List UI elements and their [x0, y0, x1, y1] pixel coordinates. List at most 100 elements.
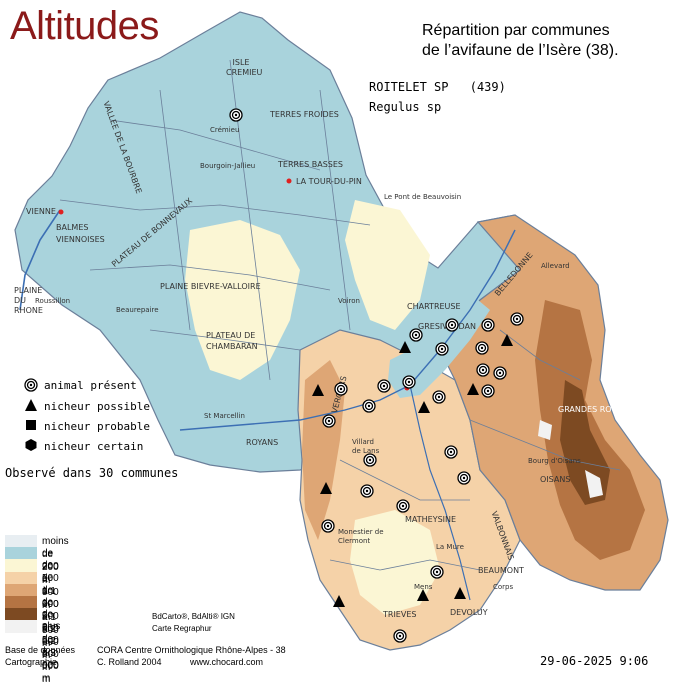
- present-marker-icon: [321, 519, 335, 533]
- map-summits: [560, 380, 610, 505]
- label-royans: ROYANS: [246, 438, 279, 447]
- label-chartreuse: CHARTREUSE: [407, 302, 461, 311]
- altitude-swatch: [5, 547, 37, 561]
- label-plaine-rhone: PLAINE DU RHONE: [14, 286, 43, 315]
- legend-certain-label: nicheur certain: [44, 440, 144, 453]
- species-latin-name: Regulus sp: [369, 100, 442, 114]
- legend-present-label: animal présent: [44, 379, 137, 392]
- map-plateau-region-2: [345, 200, 430, 330]
- altitude-label: de 200 à 500 m: [42, 548, 59, 612]
- altitude-label: de 2 000 à 2 500 m: [42, 597, 59, 673]
- map-vercors-ridge: [302, 360, 345, 540]
- possible-marker-icon: [467, 383, 479, 395]
- label-balmes: BALMES VIENNOISES: [56, 223, 105, 244]
- town-dot-la-tour-du-pin: [286, 178, 292, 184]
- town-villard-lans: Villard de Lans: [352, 438, 380, 455]
- credit-bdcarto: BdCarto®, BdAlti® IGN: [152, 612, 235, 621]
- label-plateau-chambaran: PLATEAU DE CHAMBARAN: [206, 331, 258, 351]
- altitude-swatch: [5, 559, 37, 573]
- present-marker-icon: [409, 328, 423, 342]
- credit-website[interactable]: www.chocard.com: [190, 657, 264, 667]
- credit-base-value: CORA Centre Ornithologique Rhône-Alpes -…: [97, 645, 286, 655]
- certain-icon: [25, 439, 37, 451]
- label-vienne: VIENNE: [26, 207, 56, 216]
- river-isere: [179, 229, 516, 431]
- label-grandes-rousses: GRANDES ROUSSES: [558, 405, 638, 414]
- altitude-swatch: [5, 608, 37, 622]
- present-marker-icon: [362, 399, 376, 413]
- altitude-label: de 1 500 à 2 000 m: [42, 584, 59, 661]
- present-marker-icon: [493, 366, 507, 380]
- species-code: (439): [469, 80, 506, 94]
- label-matheysine: MATHEYSINE: [405, 515, 457, 524]
- credit-carto-label: Cartographie: [5, 657, 58, 667]
- town-corps: Corps: [493, 583, 514, 591]
- present-marker-icon: [393, 629, 407, 643]
- present-marker-icon: [510, 312, 524, 326]
- town-cremieu: Crémieu: [210, 126, 240, 134]
- altitude-swatch: [5, 583, 37, 597]
- legend-possible-label: nicheur possible: [44, 400, 150, 413]
- altitude-swatch: [5, 596, 37, 609]
- label-devoluy: DEVOLUY: [450, 608, 488, 617]
- present-marker-icon: [476, 363, 490, 377]
- town-dot-vienne: [58, 209, 64, 215]
- town-la-mure: La Mure: [436, 543, 464, 551]
- town-voiron: Voiron: [338, 297, 360, 305]
- credit-regraphur: Carte Regraphur: [152, 624, 212, 633]
- present-marker-icon: [322, 414, 336, 428]
- possible-marker-icon: [454, 587, 466, 599]
- present-marker-icon: [363, 453, 377, 467]
- label-bievre: PLAINE BIEVRE-VALLOIRE: [160, 282, 261, 291]
- town-bourg-oisans: Bourg d'Oisans: [528, 457, 581, 465]
- credit-base-label: Base de données: [5, 645, 76, 655]
- date-stamp: 29-06-2025 9:06: [540, 654, 649, 668]
- map-plateau-region: [185, 220, 300, 380]
- label-isle-cremieu: ISLE CREMIEU: [226, 58, 263, 77]
- present-marker-icon: [334, 382, 348, 396]
- present-marker-icon: [402, 375, 416, 389]
- label-terres-basses: TERRES BASSES: [278, 160, 343, 169]
- legend-probable-label: nicheur probable: [44, 420, 150, 433]
- town-bourgoin: Bourgoin-Jallieu: [200, 162, 256, 170]
- altitude-swatch: [5, 571, 37, 585]
- town-monestier: Monestier de Clermont: [338, 528, 384, 545]
- town-roussillon: Roussillon: [35, 297, 71, 305]
- present-marker-icon: [396, 499, 410, 513]
- map-glaciers: [538, 420, 603, 498]
- present-marker-icon: [435, 342, 449, 356]
- possible-icon: [25, 399, 37, 411]
- river-rhone: [19, 209, 61, 311]
- possible-marker-icon: [417, 589, 429, 601]
- present-marker-icon: [432, 390, 446, 404]
- present-marker-icon: [475, 341, 489, 355]
- species-common-name: ROITELET SP: [369, 80, 449, 94]
- possible-marker-icon: [320, 482, 332, 494]
- map-trieves-core: [350, 510, 440, 615]
- altitude-swatch: [5, 620, 37, 634]
- present-icon: [24, 378, 38, 392]
- observed-count: Observé dans 30 communes: [5, 466, 179, 480]
- altitude-label: de 500 à 1 000 m: [42, 560, 59, 624]
- present-marker-icon: [457, 471, 471, 485]
- altitude-label: de 1 000 à 1 500 m: [42, 572, 59, 649]
- town-beaurepaire: Beaurepaire: [116, 306, 159, 314]
- present-marker-icon: [377, 379, 391, 393]
- probable-icon: [26, 420, 36, 430]
- present-marker-icon: [444, 445, 458, 459]
- present-marker-icon: [360, 484, 374, 498]
- present-marker-icon: [229, 108, 243, 122]
- town-mens: Mens: [414, 583, 433, 591]
- present-marker-icon: [430, 565, 444, 579]
- town-pont-beauvoisin: Le Pont de Beauvoisin: [384, 193, 462, 201]
- page-title: Altitudes: [10, 4, 159, 48]
- subtitle-line1: Répartition par communes: [422, 22, 610, 39]
- possible-marker-icon: [501, 334, 513, 346]
- subtitle-line2: de l’avifaune de l’Isère (38).: [422, 42, 619, 59]
- possible-marker-icon: [399, 341, 411, 353]
- altitude-swatch: [5, 535, 37, 548]
- possible-marker-icon: [333, 595, 345, 607]
- town-saint-marcellin: St Marcellin: [204, 412, 245, 420]
- label-terres-froides: TERRES FROIDES: [270, 110, 339, 119]
- possible-marker-icon: [312, 384, 324, 396]
